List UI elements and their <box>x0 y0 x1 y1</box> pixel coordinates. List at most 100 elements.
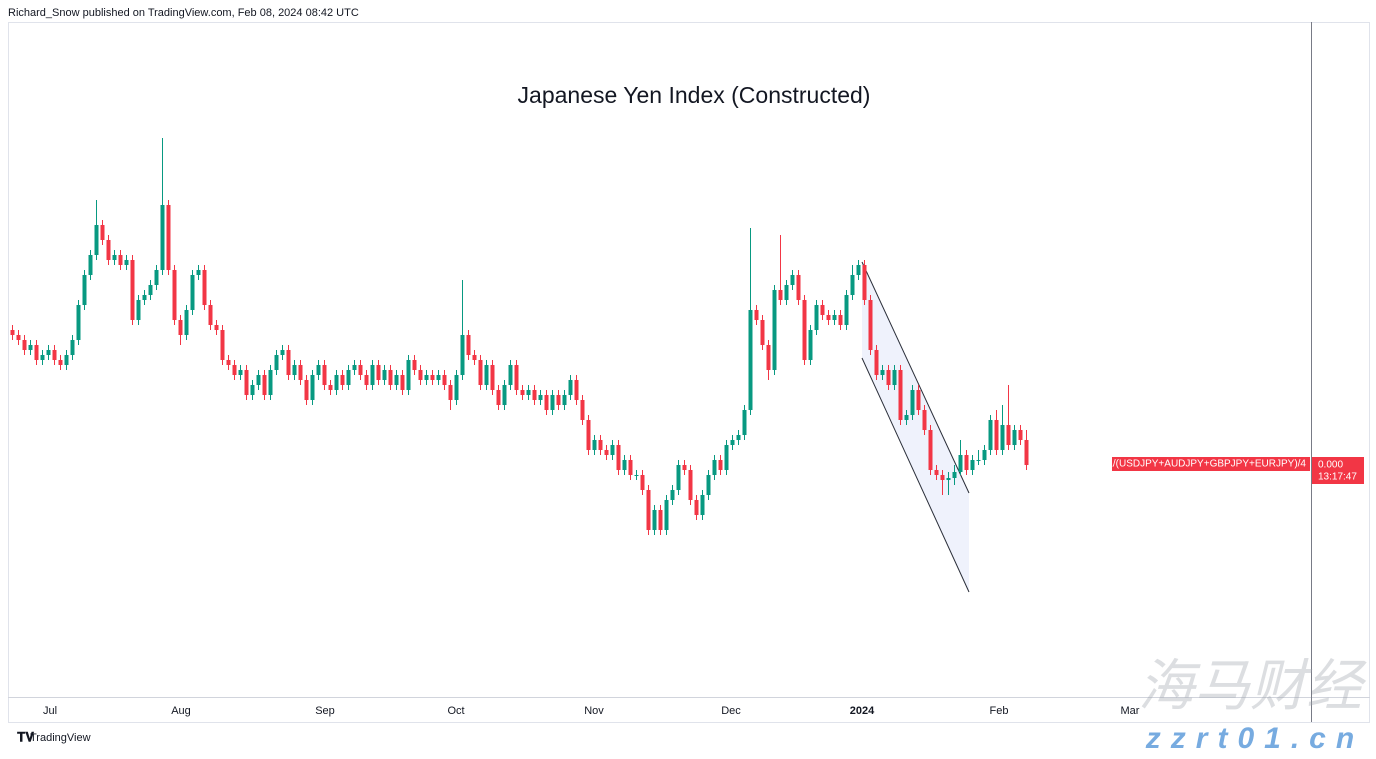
candle-body <box>316 365 321 375</box>
candle-body <box>880 370 885 375</box>
x-tick-label: Oct <box>447 705 464 717</box>
candle-body <box>112 255 117 260</box>
channel-lower <box>861 357 970 593</box>
candle-body <box>514 365 519 390</box>
candle-body <box>310 375 315 400</box>
candle-body <box>970 460 975 470</box>
candle-body <box>502 385 507 405</box>
candle-body <box>592 440 597 450</box>
symbol-label: 1/(USDJPY+AUDJPY+GBPJPY+EURJPY)/4 <box>1107 459 1306 470</box>
candle-body <box>940 475 945 480</box>
candle-body <box>286 350 291 375</box>
candle-body <box>772 290 777 370</box>
candle-body <box>340 375 345 385</box>
candle-body <box>778 290 783 300</box>
candle-body <box>16 335 21 340</box>
candle-body <box>190 275 195 310</box>
candle-body <box>784 285 789 300</box>
candle-body <box>622 460 627 470</box>
candle-body <box>1006 425 1011 445</box>
candle-body <box>982 450 987 460</box>
candle-body <box>886 370 891 385</box>
time-axis: Jul Aug Sep Oct Nov Dec 2024 Feb Mar <box>43 705 1140 717</box>
candle-body <box>1012 430 1017 445</box>
candle-body <box>412 360 417 370</box>
countdown: 13:17:47 <box>1318 472 1357 483</box>
candle-body <box>418 370 423 380</box>
candle-body <box>40 355 45 360</box>
candle-body <box>478 360 483 385</box>
candle-body <box>292 365 297 375</box>
candle-body <box>346 370 351 385</box>
candle-body <box>364 375 369 385</box>
candle-body <box>952 472 957 478</box>
candle-body <box>658 510 663 530</box>
candle-body <box>454 375 459 400</box>
candle-body <box>568 380 573 395</box>
candle-body <box>202 270 207 305</box>
candle-body <box>244 370 249 395</box>
candle-body <box>946 478 951 480</box>
brand-logo: 𝐓𝐕 <box>17 729 34 744</box>
candle-body <box>844 295 849 325</box>
candle-body <box>874 350 879 375</box>
candle-body <box>352 365 357 370</box>
x-tick-label: Jul <box>43 705 57 717</box>
candle-body <box>370 365 375 385</box>
candle-body <box>646 490 651 530</box>
candle-body <box>46 350 51 355</box>
candle-body <box>700 495 705 515</box>
candle-body <box>610 445 615 455</box>
candle-body <box>250 385 255 395</box>
candle-body <box>694 500 699 515</box>
candle-body <box>670 490 675 500</box>
candle-body <box>334 375 339 390</box>
candle-body <box>154 270 159 285</box>
candle-body <box>904 415 909 420</box>
candle-body <box>328 385 333 390</box>
chart-frame <box>8 22 1370 723</box>
x-tick-label: Aug <box>171 705 191 717</box>
candle-body <box>520 390 525 395</box>
candle-body <box>64 355 69 365</box>
candle-body <box>322 365 327 385</box>
candle-body <box>832 315 837 320</box>
candle-body <box>196 270 201 275</box>
candle-body <box>10 330 15 335</box>
x-tick-label: Dec <box>721 705 741 717</box>
candle-body <box>556 395 561 405</box>
candle-body <box>52 350 57 360</box>
candle-body <box>166 205 171 270</box>
candle-body <box>652 510 657 530</box>
candle-body <box>1018 430 1023 440</box>
candle-body <box>820 305 825 315</box>
candle-body <box>394 375 399 385</box>
candle-body <box>148 285 153 295</box>
candle-body <box>388 370 393 385</box>
candle-body <box>898 370 903 420</box>
candle-body <box>958 455 963 472</box>
candle-body <box>766 345 771 370</box>
candle-body <box>232 365 237 375</box>
symbol-tag <box>1112 457 1310 471</box>
x-tick-label: Nov <box>584 705 604 717</box>
candle-body <box>496 390 501 405</box>
candle-body <box>238 370 243 375</box>
candle-body <box>664 500 669 530</box>
candle-body <box>988 420 993 450</box>
x-tick-label: Mar <box>1121 705 1140 717</box>
candle-body <box>526 390 531 395</box>
candle-body <box>682 465 687 470</box>
candle-body <box>460 335 465 375</box>
candle-body <box>298 365 303 380</box>
candle-body <box>796 275 801 300</box>
candle-body <box>100 225 105 240</box>
candle-body <box>256 375 261 385</box>
channel-fill <box>862 262 969 592</box>
candle-body <box>712 460 717 475</box>
candle-body <box>688 470 693 500</box>
candle-body <box>214 325 219 330</box>
candle-body <box>580 400 585 420</box>
candle-body <box>472 355 477 360</box>
